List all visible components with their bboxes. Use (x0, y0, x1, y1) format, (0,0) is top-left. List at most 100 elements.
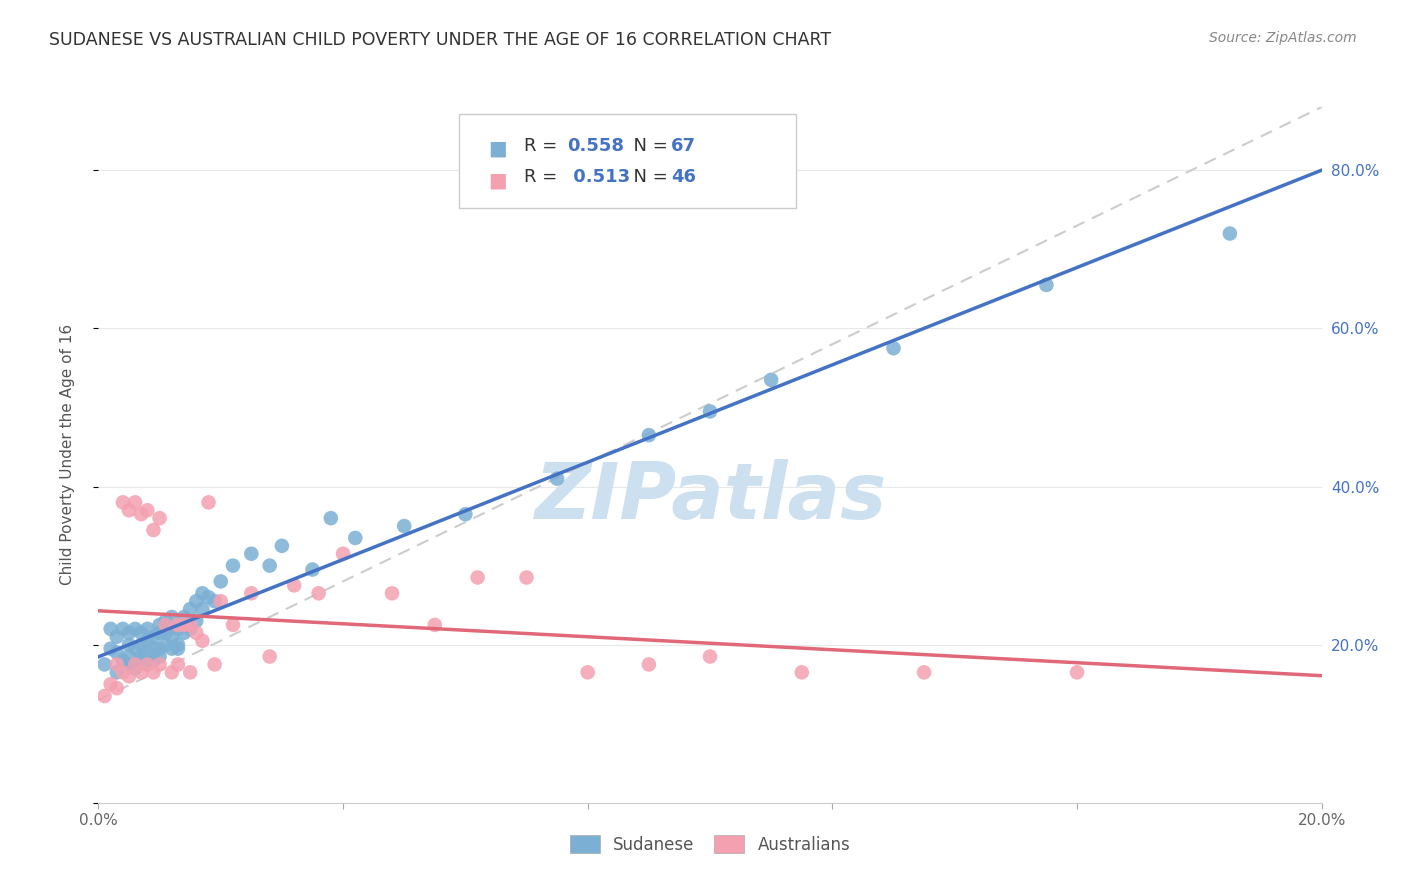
Point (179, 602, 201, 616)
Point (111, 622, 134, 636)
Point (197, 495, 219, 509)
Point (240, 547, 263, 561)
Point (516, 570, 538, 584)
Point (111, 653, 134, 667)
Point (546, 472, 568, 486)
Point (93, 689, 115, 703)
Point (222, 618, 245, 632)
Point (179, 665, 201, 680)
Point (186, 614, 208, 628)
Point (105, 681, 128, 695)
Point (883, 341, 905, 355)
Point (118, 503, 141, 517)
Point (319, 511, 342, 525)
Point (124, 641, 146, 656)
Point (105, 665, 128, 680)
Point (259, 649, 281, 664)
Point (240, 586, 263, 600)
Point (118, 625, 141, 640)
Point (1219, 227, 1241, 241)
Point (142, 630, 165, 644)
Point (136, 657, 159, 672)
Text: R =: R = (524, 137, 562, 155)
Text: R =: R = (524, 169, 562, 186)
Point (118, 669, 141, 683)
Point (912, 665, 935, 680)
Point (149, 649, 172, 664)
Point (637, 428, 661, 442)
Point (124, 495, 146, 509)
Point (142, 641, 165, 656)
Text: ▪: ▪ (488, 166, 508, 195)
Point (136, 657, 159, 672)
Point (454, 507, 477, 521)
Point (124, 661, 146, 675)
Point (142, 665, 165, 680)
Point (283, 578, 305, 592)
Point (136, 503, 159, 517)
Point (204, 594, 226, 608)
Point (167, 622, 190, 636)
Point (167, 657, 190, 672)
Point (222, 558, 245, 573)
Point (149, 618, 172, 632)
Point (155, 614, 177, 628)
Point (105, 657, 128, 672)
Point (149, 511, 172, 525)
Point (118, 657, 141, 672)
Text: N =: N = (621, 137, 673, 155)
FancyBboxPatch shape (460, 114, 796, 208)
Point (111, 665, 134, 680)
Point (111, 495, 134, 509)
Legend: Sudanese, Australians: Sudanese, Australians (562, 829, 858, 861)
Point (155, 625, 177, 640)
Text: ZIPatlas: ZIPatlas (534, 458, 886, 534)
Point (93, 657, 115, 672)
Point (191, 633, 214, 648)
Point (118, 649, 141, 664)
Text: N =: N = (621, 169, 673, 186)
Text: 0.513: 0.513 (567, 169, 630, 186)
Point (105, 646, 128, 660)
Point (100, 622, 122, 636)
Point (204, 657, 226, 672)
Point (155, 618, 177, 632)
Point (173, 610, 195, 624)
Point (124, 622, 146, 636)
Point (136, 633, 159, 648)
Point (209, 594, 232, 608)
Point (191, 602, 214, 616)
Point (100, 641, 122, 656)
Point (129, 653, 152, 667)
Point (308, 586, 330, 600)
Point (179, 622, 201, 636)
Point (136, 646, 159, 660)
Point (160, 641, 183, 656)
Point (759, 373, 782, 387)
Point (160, 630, 183, 644)
Point (129, 649, 152, 664)
Point (149, 641, 172, 656)
Point (270, 539, 292, 553)
Point (467, 570, 489, 584)
Point (576, 665, 599, 680)
Point (124, 657, 146, 672)
Point (129, 665, 152, 680)
Point (259, 558, 281, 573)
Y-axis label: Child Poverty Under the Age of 16: Child Poverty Under the Age of 16 (60, 325, 75, 585)
Point (191, 586, 214, 600)
Point (129, 638, 152, 652)
Point (1066, 665, 1088, 680)
Point (179, 618, 201, 632)
Point (699, 404, 721, 418)
Point (344, 531, 367, 545)
Point (142, 523, 165, 537)
Point (155, 638, 177, 652)
Point (381, 586, 404, 600)
Text: Source: ZipAtlas.com: Source: ZipAtlas.com (1209, 31, 1357, 45)
Point (423, 618, 446, 632)
Point (173, 618, 195, 632)
Point (124, 657, 146, 672)
Point (332, 547, 354, 561)
Text: 67: 67 (671, 137, 696, 155)
